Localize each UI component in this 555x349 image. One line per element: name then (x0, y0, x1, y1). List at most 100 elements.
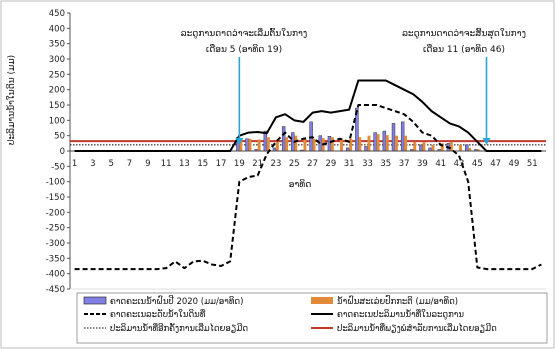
bar-rain-normal (340, 138, 343, 151)
bar-rain-normal (303, 138, 307, 151)
bar-rain-normal (358, 137, 362, 151)
bar-rain-forecast (400, 121, 405, 152)
x-tick-label: 47 (490, 159, 501, 169)
legend-label-rain-normal: ນ້ຳຝົນສະເລ່ຍປົກກະຕິ (ມມ/ອາທິດ) (337, 295, 458, 307)
bar-rain-normal (422, 141, 426, 151)
legend-label-threshold-low: ປະລິມານນ້ຳທີ່ອີກຄັ້ງການເລີ່ມໄດຍອຽມີດ (110, 322, 248, 334)
x-tick-label: 17 (216, 159, 227, 169)
y-axis-ticks: 450 400 350 300 250 200 150 100 50 0 -50 -100 -150 -2… (46, 9, 70, 295)
x-tick-label: 41 (435, 159, 446, 169)
legend: ຄາດຄະເນນ້ຳຝົນປີ 2020 (ມມ/ອາທິດ) ນ້ຳຝົນສະ… (76, 292, 548, 344)
bar-rain-normal (431, 144, 435, 151)
bar-rain-normal (330, 137, 334, 151)
legend-label-threshold-high: ປະລິມານນ້ຳທີ່ພຽງພໍສຳລັບການເລີ່ມໄດຍອຽມີດ (337, 322, 497, 334)
x-tick-label: 35 (380, 159, 391, 169)
x-tick-label: 27 (307, 159, 318, 169)
x-tick-label: 3 (90, 159, 95, 169)
x-tick-label: 51 (527, 159, 538, 169)
bar-rain-normal (239, 138, 243, 151)
y-tick-label: -100 (46, 178, 65, 188)
bar-rain-normal (266, 137, 270, 151)
y-tick-label: -300 (46, 239, 65, 249)
x-tick-label: 33 (362, 159, 373, 169)
x-tick-label: 5 (108, 159, 113, 169)
x-tick-label: 25 (289, 159, 300, 169)
bar-rain-normal (404, 135, 408, 151)
x-tick-label: 1 (72, 159, 77, 169)
annotation-start-line2: ເດືອນ 5 (ອາທິດ 19) (206, 44, 282, 55)
legend-label-soil-water: ຄາດຄະເນລະດັບນ້ຳໃນດິນທີ່ (110, 309, 206, 320)
bar-rain-forecast (419, 144, 423, 152)
x-tick-label: 43 (454, 159, 465, 169)
y-tick-label: 300 (49, 55, 65, 65)
x-tick-label: 31 (344, 159, 355, 169)
legend-swatch-rain-normal (311, 297, 333, 304)
x-tick-label: 7 (127, 159, 132, 169)
x-tick-label: 23 (271, 159, 282, 169)
y-tick-label: -150 (46, 193, 65, 203)
bar-rain-forecast (281, 126, 286, 152)
y-tick-label: -50 (51, 162, 65, 172)
bar-rain-normal (394, 135, 398, 151)
x-tick-label: 45 (472, 159, 483, 169)
x-tick-label: 21 (252, 159, 263, 169)
bar-rain-normal (376, 134, 380, 151)
bar-rain-normal (294, 135, 298, 151)
x-tick-label: 19 (234, 159, 245, 169)
y-tick-label: 50 (54, 132, 65, 142)
bar-rain-normal (349, 138, 353, 151)
x-tick-label: 29 (325, 159, 336, 169)
bar-rain-normal (413, 141, 417, 151)
bar-rain-forecast (465, 144, 469, 152)
x-tick-label: 13 (179, 159, 190, 169)
bar-rain-forecast (364, 146, 368, 152)
x-tick-label: 11 (161, 159, 172, 169)
y-tick-label: 450 (49, 9, 65, 19)
legend-swatch-rain-forecast (83, 296, 107, 305)
bar-rain-normal (367, 135, 371, 151)
bar-rain-forecast (327, 136, 332, 152)
bar-rain-normal (248, 138, 252, 151)
x-tick-label: 39 (417, 159, 428, 169)
bar-rain-forecast (245, 138, 249, 152)
y-tick-label: 250 (49, 70, 65, 80)
bar-rain-normal (385, 135, 389, 151)
annotation-arrow-head (482, 138, 491, 145)
bar-rain-normal (477, 149, 481, 151)
y-tick-label: -450 (46, 285, 65, 295)
x-axis-title: ອາທິດ (289, 179, 311, 190)
y-tick-label: -200 (46, 208, 65, 218)
bar-rain-normal (449, 141, 453, 151)
y-tick-label: 100 (49, 116, 65, 126)
bar-rain-forecast (382, 130, 387, 152)
bar-rain-normal (312, 138, 316, 151)
bar-rain-normal (285, 137, 289, 151)
y-tick-label: 150 (49, 101, 65, 111)
x-tick-label: 9 (145, 159, 150, 169)
annotation-end-line1: ລະດູການດາດວ່າຈະສິ້ນສຸດໃນກາງ (402, 28, 526, 40)
bar-rain-forecast (391, 123, 396, 152)
bar-rain-normal (275, 141, 279, 151)
legend-label-season-water: ຄາດຄະເນປະລິມານນ້ຳທີ່ໃນລະດູການ (337, 309, 464, 320)
bar-rain-normal (440, 143, 444, 151)
y-tick-label: 350 (49, 40, 65, 50)
y-axis-title: ປະລິມານນ້ຳໃນດິນ (ມມ) (6, 55, 17, 145)
legend-label-rain-forecast: ຄາດຄະເນນ້ຳຝົນປີ 2020 (ມມ/ອາທິດ) (110, 295, 243, 307)
y-tick-label: 0 (60, 147, 65, 157)
y-tick-label: -250 (46, 224, 65, 234)
bar-rain-normal (468, 147, 472, 151)
y-tick-label: 200 (49, 86, 65, 96)
x-axis-ticks: 1 3 5 7 9 11 13 15 17 19 21 23 25 27 29 31 33 35 37 39 41 43 4… (72, 159, 538, 169)
y-tick-label: -350 (46, 254, 65, 264)
x-tick-label: 37 (399, 159, 410, 169)
y-tick-label: -400 (46, 270, 65, 280)
annotation-start-line1: ລະດູການດາດວ່າຈະເລີ່ມຕົ້ນໃນກາງ (181, 28, 307, 39)
annotation-arrow-head (235, 138, 244, 145)
annotation-arrows (235, 57, 491, 145)
line-season-water (74, 79, 542, 152)
bar-rain-forecast (373, 132, 377, 152)
y-tick-label: 400 (49, 24, 65, 34)
